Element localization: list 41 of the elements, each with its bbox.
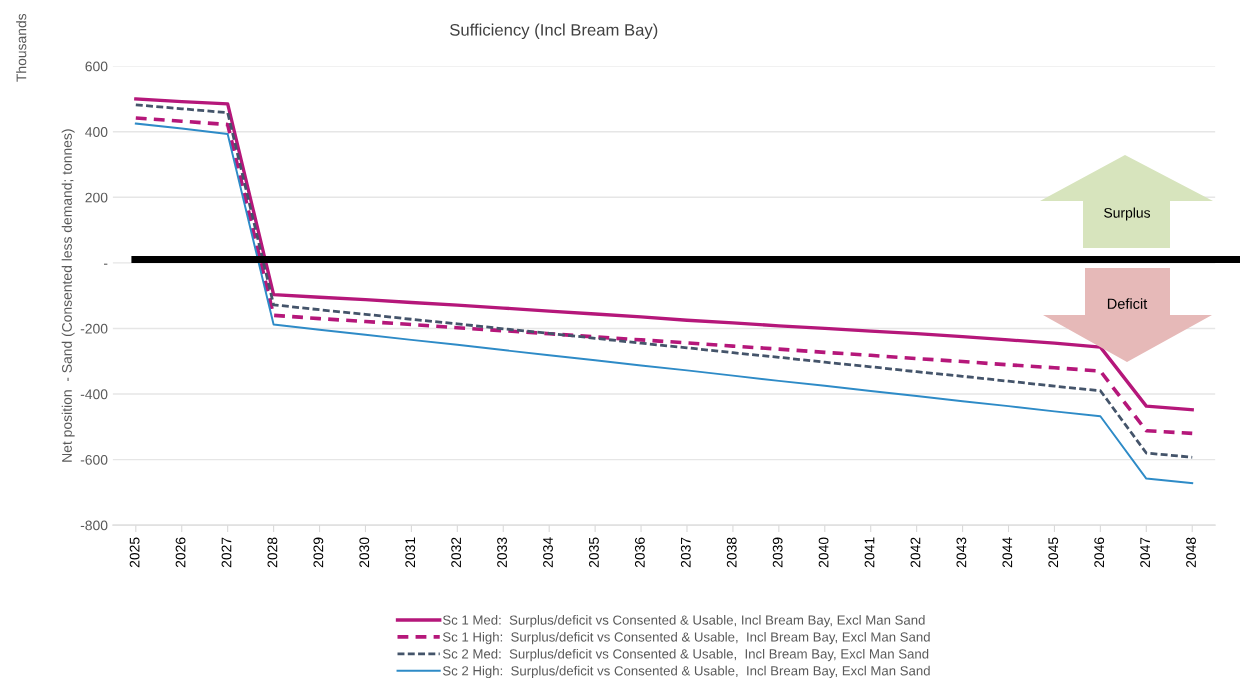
x-tick-label: 2034 <box>543 537 553 568</box>
x-tick-label: 2032 <box>451 537 462 568</box>
x-tick-label: 2025 <box>129 537 140 568</box>
y-axis-title: Net position - Sand (Consented less demand; tonnes) <box>61 129 75 462</box>
x-tick-label: 2031 <box>405 537 416 568</box>
x-tick-label: 2048 <box>1186 537 1196 568</box>
y-tick-label: - <box>103 263 108 265</box>
chart-title: Sufficiency (Incl Bream Bay) <box>450 23 658 40</box>
y-tick-label: 600 <box>85 61 108 72</box>
y-tick-label: -800 <box>80 520 108 531</box>
x-tick-label: 2039 <box>772 537 783 568</box>
text: Thousands <box>16 13 27 82</box>
x-tick-label: 2040 <box>818 537 829 568</box>
x-tick-label: 2030 <box>359 537 370 568</box>
y-tick-label: -200 <box>80 323 108 334</box>
y-tick-label: 400 <box>85 127 108 137</box>
x-tick-label: 2038 <box>726 537 737 568</box>
x-tick-label: 2045 <box>1048 537 1059 568</box>
x-tick-label: 2027 <box>221 537 232 568</box>
x-tick-label: 2037 <box>680 537 691 568</box>
y-tick-label: 200 <box>85 192 108 203</box>
annotation: Deficit <box>1107 298 1148 309</box>
legend-label: Sc 2 High: Surplus/deficit vs Consented & Usable, Incl Bream Bay, Excl Man Sand <box>442 665 930 679</box>
legend-label: Sc 2 Med: Surplus/deficit vs Consented & Usable, Incl Bream Bay, Excl Man Sand <box>442 648 929 662</box>
x-tick-label: 2043 <box>956 537 967 568</box>
x-tick-label: 2028 <box>267 537 278 568</box>
legend-label: Sc 1 High: Surplus/deficit vs Consented & Usable, Incl Bream Bay, Excl Man Sand <box>442 631 930 645</box>
x-tick-label: 2047 <box>1140 537 1151 568</box>
x-tick-label: 2029 <box>313 537 324 568</box>
y-tick-label: -400 <box>80 389 108 400</box>
x-tick-label: 2033 <box>497 537 507 568</box>
x-tick-label: 2041 <box>864 537 875 568</box>
y-tick-label: -600 <box>80 454 108 465</box>
legend-label: Sc 1 Med: Surplus/deficit vs Consented & Usable, Incl Bream Bay, Excl Man Sand <box>442 615 925 628</box>
annotation: Surplus <box>1104 207 1151 221</box>
x-tick-label: 2026 <box>175 537 186 568</box>
x-tick-label: 2036 <box>634 537 645 568</box>
x-tick-label: 2044 <box>1002 537 1013 568</box>
x-tick-label: 2042 <box>910 537 921 568</box>
x-tick-label: 2046 <box>1094 537 1105 568</box>
x-tick-label: 2035 <box>589 537 599 568</box>
